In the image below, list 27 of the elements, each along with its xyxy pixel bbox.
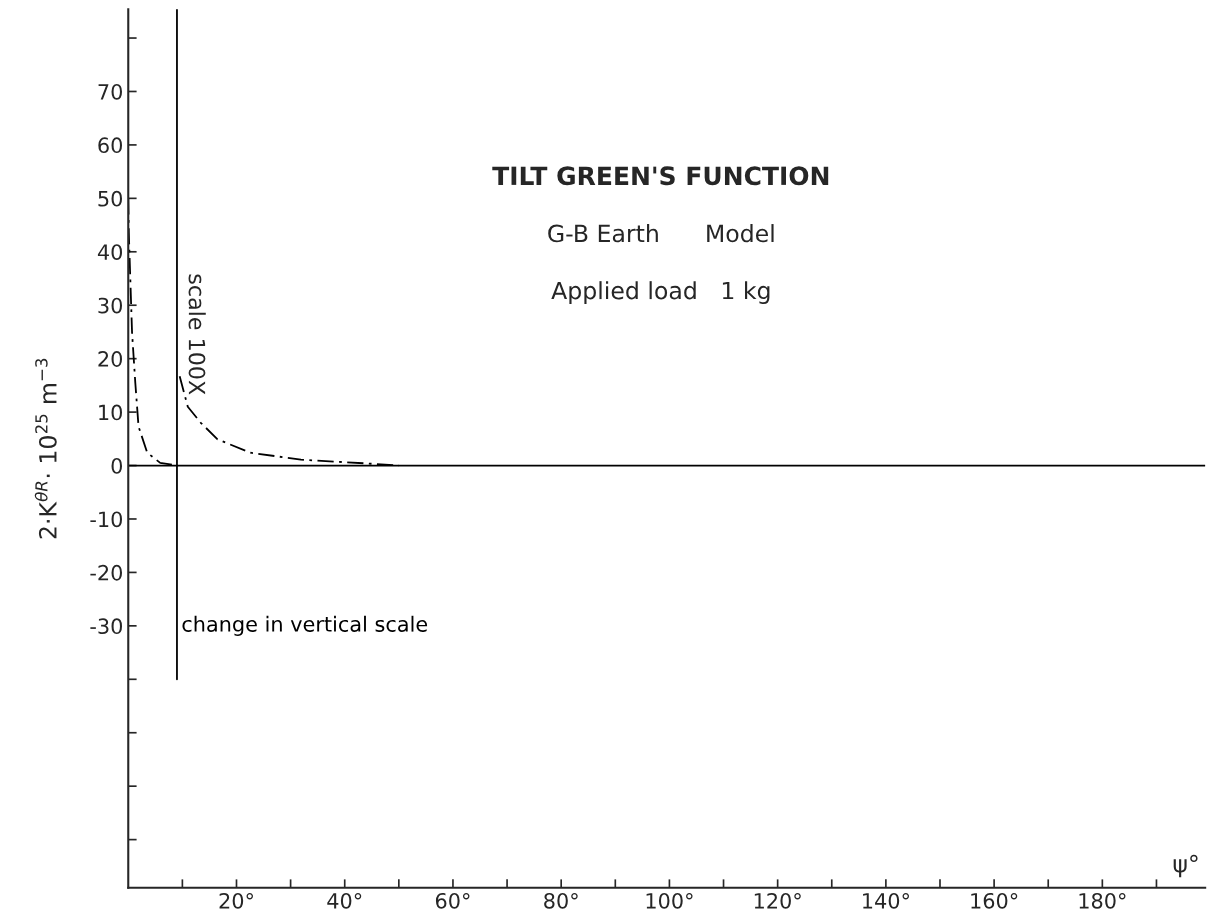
x-tick-label: 20° xyxy=(219,892,253,909)
y-tick-label: -20 xyxy=(90,564,123,581)
series-label: change in vertical scale xyxy=(182,615,428,636)
x-tick-label: 40° xyxy=(327,892,362,909)
y-tick-label: -30 xyxy=(90,618,123,635)
x-tick-label: 80° xyxy=(544,892,578,909)
y-tick-label: 40 xyxy=(97,244,123,260)
y-tick-label: 10 xyxy=(99,404,123,421)
y-tick-label: -10 xyxy=(90,511,123,528)
y-tick-label: 70 xyxy=(98,83,123,100)
x-tick-label: 180° xyxy=(1079,892,1126,909)
y-tick-label: 60 xyxy=(98,137,123,154)
x-axis-title: ψ° xyxy=(1173,854,1198,878)
x-tick-label: 120° xyxy=(754,892,801,909)
annotation: Applied load 1 kg xyxy=(551,281,770,304)
text: TILT GREEN'S FUNCTION xyxy=(492,166,829,186)
annotation: scale 100X xyxy=(188,274,206,395)
x-tick-label: 100° xyxy=(646,892,693,909)
x-tick-label: 140° xyxy=(863,892,909,909)
x-tick-label: 60° xyxy=(435,892,470,909)
y-tick-label: 30 xyxy=(98,297,123,314)
y-tick-label: 20 xyxy=(98,351,123,367)
x-tick-label: 160° xyxy=(971,892,1018,909)
y-tick-label: 50 xyxy=(98,190,123,207)
y-tick-label: 0 xyxy=(111,458,123,474)
y-axis-title: 2·K$^{θR}$· 10$^{25}$ m$^{−3}$ xyxy=(34,358,57,539)
text: G-B Earth Model xyxy=(548,224,774,243)
